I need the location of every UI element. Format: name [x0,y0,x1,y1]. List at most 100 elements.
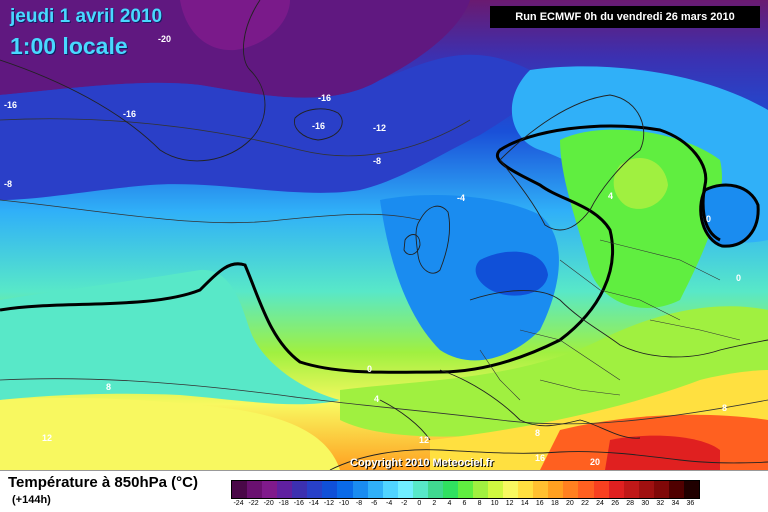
legend-swatch [277,481,293,498]
legend-label: -18 [278,500,289,507]
legend-swatch [518,481,534,498]
legend-swatch [397,481,413,498]
map-label: -8 [4,179,12,189]
legend-label: -22 [248,500,259,507]
map-label: 0 [706,214,711,224]
copyright-notice: Copyright 2010 Meteociel.fr [350,457,494,469]
legend-swatch [247,481,263,498]
legend-label: 24 [596,500,604,507]
legend-label: 12 [505,500,514,507]
legend-swatch [473,481,489,498]
legend-label: 16 [535,500,544,507]
map-label: -4 [457,193,465,203]
legend-label: 18 [550,500,559,507]
color-scale-bar [231,480,700,499]
greenland-coast [0,0,266,162]
country-borders [479,239,741,401]
legend-label: -8 [355,500,363,507]
map-label: -12 [373,123,386,133]
legend-label: 36 [686,500,695,507]
legend-swatch [367,481,383,498]
legend-swatch [653,481,669,498]
map-label: 4 [608,191,613,201]
deep-blue-band [0,54,541,200]
legend-swatch [683,481,699,498]
legend-swatch [232,481,248,498]
map-label: 0 [367,364,372,374]
europe-trough [380,195,559,361]
north-africa-coast [329,449,768,470]
forecast-date-title: jeudi 1 avril 2010 [10,6,163,27]
legend-label: 10 [490,500,499,507]
legend-label: 28 [626,500,635,507]
russia-green-region [560,129,722,309]
zero-isotherm [0,124,721,374]
north-sea-cold-spot [475,251,548,296]
legend-label: 6 [462,500,467,507]
east-cold-pocket [700,185,759,247]
isotherm-line-north [0,118,471,157]
map-variable-title: Température à 850hPa (°C) [8,474,198,491]
map-label: 16 [535,453,545,463]
legend-label: 22 [581,500,589,507]
legend-swatch [337,481,353,498]
legend-label: -6 [370,500,378,507]
scandinavia-coast [499,94,645,231]
legend-label: -10 [338,500,350,507]
model-run-info: Run ECMWF 0h du vendredi 26 mars 2010 [490,6,760,28]
legend-label: 32 [656,500,665,507]
legend-label: 20 [566,500,574,507]
legend-swatch [457,481,473,498]
temperature-map: -20 -16 -16 -16 -16 -12 -8 -8 -4 4 0 0 0… [0,0,768,470]
legend-swatch [563,481,579,498]
legend-label: 34 [671,500,680,507]
subtropical-yellow-band [0,398,340,470]
legend-swatch [593,481,609,498]
legend-swatch [578,481,594,498]
legend-swatch [608,481,624,498]
map-label: 8 [722,403,727,413]
map-label: 4 [374,394,379,404]
legend-swatch [352,481,368,498]
russia-warm-spot [613,157,668,209]
forecast-time-title: 1:00 locale [10,33,128,59]
legend-label: -14 [308,500,319,507]
isotherm-line-mid [0,199,421,224]
map-label: -16 [4,100,17,110]
legend-label: 26 [611,500,619,507]
legend-label: -24 [233,500,244,507]
color-scale-labels: -24 -22 -20 -18 -16 -14 -12 -10 -8 -6 -4 -2 0 2 4 6 8 10 1… [231,498,698,510]
legend-label: 2 [432,500,437,507]
legend-swatch [503,481,519,498]
legend-label: 8 [477,500,482,507]
legend-swatch [322,481,338,498]
map-label: 12 [419,435,429,445]
map-label: -20 [158,34,171,44]
map-label: 8 [535,428,540,438]
map-label: -16 [123,109,136,119]
map-label: -16 [318,93,331,103]
legend-swatch [382,481,398,498]
legend-swatch [548,481,564,498]
legend-label: 4 [447,500,452,507]
iceland-coast [294,108,343,141]
forecast-step-label: (+144h) [12,494,51,506]
legend-label: 14 [520,500,529,507]
legend-swatch [668,481,684,498]
legend-swatch [442,481,458,498]
map-label: 8 [106,382,111,392]
legend-label: -4 [386,500,393,507]
legend-label: 0 [417,500,422,507]
arctic-core-region [180,0,290,51]
continental-europe-coast [379,290,768,441]
legend-swatch [638,481,654,498]
legend-label: -16 [293,500,304,507]
legend-label: -12 [323,500,334,507]
legend-swatch [292,481,308,498]
legend-swatch [412,481,428,498]
map-label: 20 [590,457,600,467]
legend-label: 30 [641,500,650,507]
legend-swatch [488,481,504,498]
map-label: 12 [42,433,52,443]
